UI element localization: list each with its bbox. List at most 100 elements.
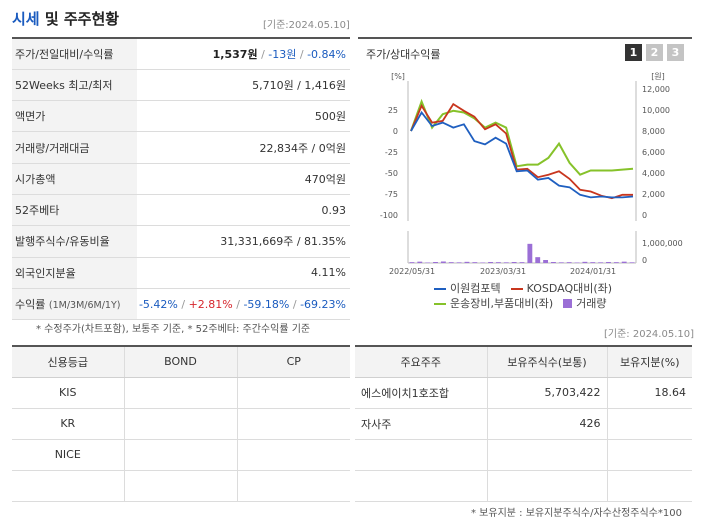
series-line-sector bbox=[410, 98, 634, 176]
return-1y: -69.23% bbox=[300, 297, 346, 311]
col-header: 신용등급 bbox=[12, 345, 124, 378]
holder-shares bbox=[486, 439, 607, 471]
volume-bar bbox=[613, 262, 619, 263]
shareholder-footnote: * 보유지분 : 보유지분주식수/자수산정주식수*100 bbox=[471, 508, 682, 519]
w52-label: 52Weeks 최고/최저 bbox=[12, 69, 137, 102]
chart-panel: 주가/상대수익률 1 2 3 [%] [원] 25 0 -25 -50 -75 -100 12,… bbox=[358, 37, 692, 313]
holder-shares: 5,703,422 bbox=[486, 377, 607, 409]
table-header-row: 신용등급 BOND CP bbox=[12, 345, 350, 378]
holder-name: 자사주 bbox=[355, 408, 487, 440]
cell bbox=[123, 408, 237, 440]
chart-tab-3[interactable]: 3 bbox=[667, 44, 684, 61]
volume-bar bbox=[472, 262, 478, 263]
table-row: 발행주식수/유동비율 31,331,669주 / 81.35% bbox=[12, 225, 350, 258]
volume-bar bbox=[503, 262, 509, 263]
chart-title: 주가/상대수익률 bbox=[366, 48, 441, 61]
volume-bar bbox=[606, 262, 611, 263]
volume-bar bbox=[598, 262, 604, 263]
table-row bbox=[355, 439, 692, 471]
table-row: 액면가 500원 bbox=[12, 100, 350, 133]
cell: KIS bbox=[12, 377, 124, 409]
cell bbox=[123, 470, 237, 502]
x-tick-label: 2022/05/31 bbox=[389, 267, 435, 276]
y-tick-right: 6,000 bbox=[642, 148, 665, 157]
legend-swatch-kosdaq bbox=[510, 287, 523, 290]
table-header-row: 주요주주 보유주식수(보통) 보유지분(%) bbox=[355, 345, 692, 378]
table-row: 52Weeks 최고/최저 5,710원 / 1,416원 bbox=[12, 69, 350, 102]
cell: KR bbox=[12, 408, 124, 440]
cell bbox=[236, 408, 350, 440]
table-row: 주가/전일대비/수익률 1,537원 / -13원 / -0.84% bbox=[12, 36, 350, 70]
table-row: KIS bbox=[12, 377, 350, 409]
volume-bar bbox=[448, 262, 454, 263]
shares-label: 발행주식수/유동비율 bbox=[12, 225, 137, 258]
y-tick-left: -50 bbox=[385, 169, 398, 178]
volume-bar bbox=[409, 262, 415, 263]
y-tick-right: 10,000 bbox=[642, 106, 670, 115]
volume-bar bbox=[558, 262, 564, 263]
volume-bar bbox=[543, 260, 549, 263]
shareholder-table: 주요주주 보유주식수(보통) 보유지분(%) 에스에이치1호조합 5,703,4… bbox=[355, 345, 692, 502]
volume-bar bbox=[488, 262, 493, 263]
beta-label: 52주베타 bbox=[12, 194, 137, 227]
cell bbox=[236, 470, 350, 502]
table-row: 외국인지분율 4.11% bbox=[12, 257, 350, 289]
table-row: 거래량/거래대금 22,834주 / 0억원 bbox=[12, 131, 350, 164]
volume-bar bbox=[629, 262, 635, 263]
beta-value: 0.93 bbox=[137, 194, 350, 227]
holder-name bbox=[355, 439, 487, 471]
volume-value: 22,834주 / 0억원 bbox=[137, 131, 350, 164]
table-row: 52주베타 0.93 bbox=[12, 194, 350, 227]
return-1m: -5.42% bbox=[138, 297, 178, 311]
return-values: -5.42% / +2.81% / -59.18% / -69.23% bbox=[137, 288, 350, 321]
quote-table: 주가/전일대비/수익률 1,537원 / -13원 / -0.84% 52Wee… bbox=[12, 36, 350, 321]
y-tick-left: 0 bbox=[393, 127, 398, 136]
table-row: KR bbox=[12, 408, 350, 440]
return-label: 수익률 (1M/3M/6M/1Y) bbox=[12, 288, 137, 321]
col-header: 보유주식수(보통) bbox=[486, 345, 607, 378]
y-tick-right: 12,000 bbox=[642, 85, 670, 94]
col-header: CP bbox=[236, 345, 350, 378]
volume-bar bbox=[527, 243, 533, 263]
volume-bar bbox=[590, 262, 596, 263]
y-tick-right: 2,000 bbox=[642, 190, 665, 199]
current-price: 1,537원 bbox=[212, 47, 258, 61]
holder-pct: 18.64 bbox=[606, 377, 692, 409]
legend-swatch-volume bbox=[563, 299, 573, 308]
table-row: 시가총액 470억원 bbox=[12, 163, 350, 195]
volume-bar bbox=[535, 257, 541, 263]
x-tick-label: 2024/01/31 bbox=[570, 267, 616, 276]
credit-rating-table: 신용등급 BOND CP KIS KR NICE bbox=[12, 345, 350, 502]
volume-bar bbox=[582, 261, 588, 263]
legend-swatch-stock bbox=[434, 287, 446, 290]
quote-footnote: * 수정주가(차트포함), 보통주 기준, * 52주베타: 주간수익률 기준 bbox=[36, 324, 311, 335]
y-tick-left: -25 bbox=[385, 148, 398, 157]
holder-shares: 426 bbox=[486, 408, 607, 440]
price-value: 1,537원 / -13원 / -0.84% bbox=[137, 36, 350, 70]
asof-date-right: [기준: 2024.05.10] bbox=[604, 329, 695, 340]
holder-pct bbox=[606, 439, 692, 471]
right-unit-label: [원] bbox=[651, 72, 665, 81]
cell: NICE bbox=[12, 439, 124, 471]
table-row bbox=[12, 470, 350, 502]
chart-canvas: [%] [원] 25 0 -25 -50 -75 -100 12,000 10,000 8,000 6… bbox=[380, 72, 683, 276]
par-value: 500원 bbox=[137, 100, 350, 133]
shares-value: 31,331,669주 / 81.35% bbox=[137, 225, 350, 258]
chart-tab-2[interactable]: 2 bbox=[646, 44, 663, 61]
volume-bar bbox=[566, 262, 572, 263]
cell bbox=[123, 439, 237, 471]
holder-pct bbox=[606, 408, 692, 440]
cell bbox=[236, 439, 350, 471]
chart-legend: 이원컴포텍 KOSDAQ대비(좌) 운송장비,부품대비(좌) 거래량 bbox=[434, 281, 612, 311]
holder-pct bbox=[606, 470, 692, 502]
chart-tab-1[interactable]: 1 bbox=[625, 44, 642, 61]
foreign-value: 4.11% bbox=[137, 257, 350, 289]
y-tick-right: 8,000 bbox=[642, 127, 665, 136]
series-line-kosdaq bbox=[410, 102, 633, 200]
y-tick-left: -100 bbox=[380, 211, 398, 220]
volume-bar bbox=[456, 262, 462, 263]
volume-tick: 1,000,000 bbox=[642, 239, 683, 248]
left-unit-label: [%] bbox=[391, 72, 405, 81]
holder-shares bbox=[486, 470, 607, 502]
legend-swatch-sector bbox=[434, 302, 446, 305]
